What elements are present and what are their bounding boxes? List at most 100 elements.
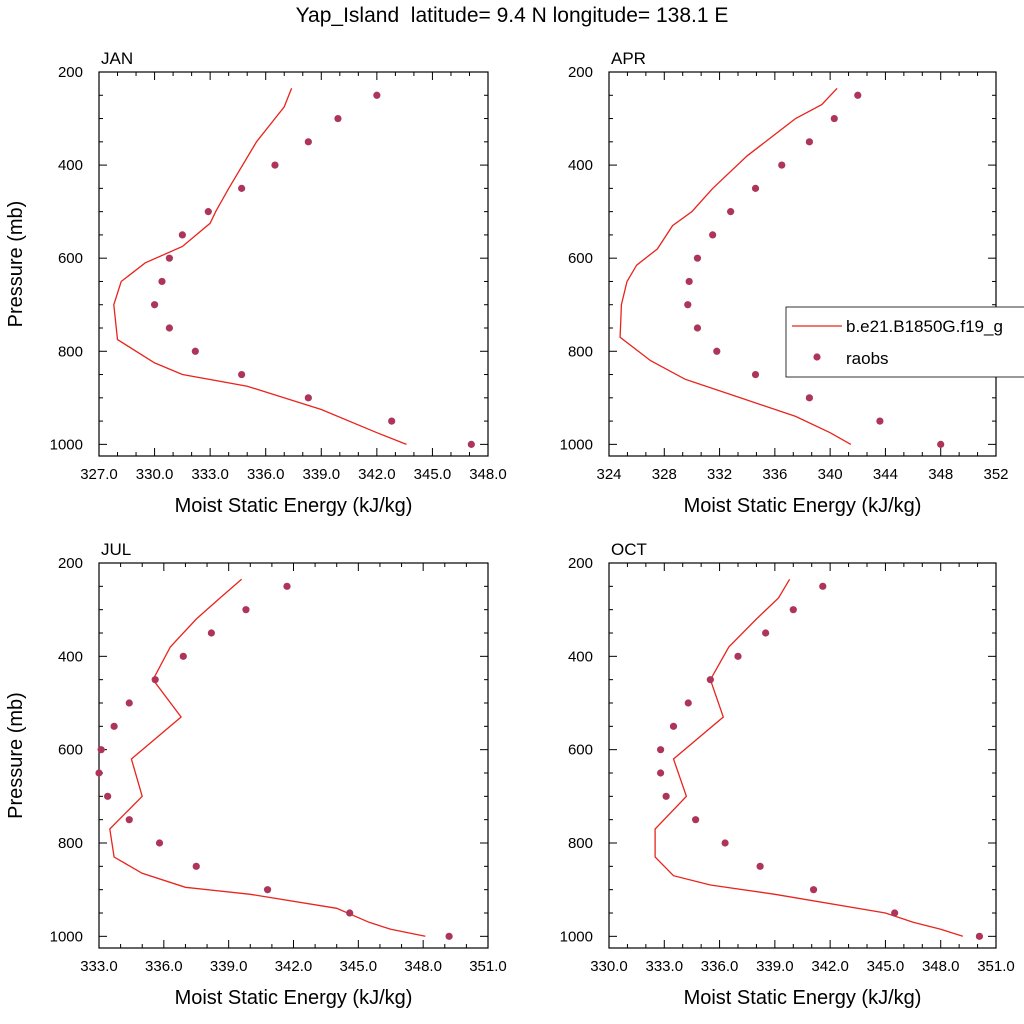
raobs-point xyxy=(709,231,717,239)
y-tick-label: 800 xyxy=(568,343,593,360)
y-tick-label: 400 xyxy=(568,648,593,665)
x-tick-label: 333.0 xyxy=(80,958,118,975)
raobs-point xyxy=(125,816,133,824)
raobs-point xyxy=(207,629,215,637)
panel-label: OCT xyxy=(611,540,647,559)
panel-jul: JUL 333.0 336.0 339.0 342.0 345.0 348.0 351.0 20… xyxy=(5,540,507,1009)
x-tick-label: 351.0 xyxy=(977,958,1015,975)
raobs-point xyxy=(346,909,354,917)
raobs-point xyxy=(238,370,246,379)
x-tick-label: 351.0 xyxy=(469,958,507,975)
raobs-point xyxy=(191,347,199,355)
x-tick-label: 336.0 xyxy=(701,958,739,975)
raobs-point xyxy=(830,114,838,123)
panel-oct: OCT 330.0 333.0 336.0 339.0 342.0 345.0 348.0 35… xyxy=(560,540,1015,1009)
x-tick-label: 333.0 xyxy=(191,466,229,483)
x-tick-label: 348.0 xyxy=(922,958,960,975)
x-axis-title: Moist Static Energy (kJ/kg) xyxy=(684,495,922,517)
y-axis-title: Pressure (mb) xyxy=(5,692,27,819)
x-tick-label: 330.0 xyxy=(590,958,628,975)
x-tick-label: 324 xyxy=(596,466,621,483)
raobs-point xyxy=(95,769,103,777)
raobs-point xyxy=(669,722,678,730)
legend-marker-key xyxy=(813,353,821,361)
raobs-point xyxy=(165,324,173,332)
raobs-point xyxy=(876,417,884,425)
raobs-point xyxy=(204,208,212,216)
panel-label: JAN xyxy=(101,49,133,68)
x-tick-label: 340 xyxy=(818,466,843,483)
x-tick-label: 342.0 xyxy=(358,466,396,483)
y-tick-label: 400 xyxy=(58,157,83,174)
y-tick-label: 1000 xyxy=(50,928,83,945)
raobs-point xyxy=(283,582,291,590)
raobs-point xyxy=(304,394,312,402)
model-series-line xyxy=(109,578,426,937)
y-tick-label: 200 xyxy=(568,555,593,572)
x-tick-label: 348.0 xyxy=(469,466,507,483)
x-tick-label: 336 xyxy=(762,466,787,483)
panel-apr: APR 324 328 332 336 340 344 348 352 200 400 600 800 1… xyxy=(560,49,1009,517)
plot-frame xyxy=(98,562,489,949)
raobs-point xyxy=(684,301,692,309)
x-tick-label: 348 xyxy=(928,466,953,483)
x-axis-title: Moist Static Energy (kJ/kg) xyxy=(684,987,922,1009)
raobs-point xyxy=(805,138,814,146)
x-tick-label: 352 xyxy=(983,466,1008,483)
raobs-point xyxy=(238,184,246,192)
x-tick-label: 348.0 xyxy=(404,958,442,975)
raobs-point xyxy=(151,676,159,684)
legend-box xyxy=(785,306,1024,378)
y-tick-label: 1000 xyxy=(560,436,593,453)
raobs-point xyxy=(734,652,742,660)
y-tick-label: 600 xyxy=(58,250,83,267)
raobs-point xyxy=(975,932,984,940)
raobs-point xyxy=(854,91,862,99)
raobs-point xyxy=(373,91,381,99)
raobs-point xyxy=(334,114,342,123)
raobs-point xyxy=(692,816,700,824)
raobs-point xyxy=(693,254,702,262)
y-tick-label: 400 xyxy=(568,157,593,174)
x-tick-label: 332 xyxy=(707,466,732,483)
raobs-point xyxy=(685,277,693,286)
model-series-line xyxy=(113,88,407,446)
raobs-point xyxy=(271,161,279,169)
raobs-point xyxy=(263,886,272,894)
y-tick-label: 800 xyxy=(58,835,83,852)
panel-label: JUL xyxy=(101,540,131,559)
x-tick-label: 342.0 xyxy=(275,958,313,975)
raobs-point xyxy=(751,184,760,192)
model-series-line xyxy=(619,87,852,445)
x-tick-label: 336.0 xyxy=(247,466,285,483)
raobs-point xyxy=(805,394,814,402)
y-tick-label: 200 xyxy=(568,64,593,81)
raobs-point xyxy=(756,862,764,870)
y-tick-label: 1000 xyxy=(560,928,593,945)
raobs-point xyxy=(809,886,818,894)
y-tick-label: 800 xyxy=(58,343,83,360)
y-tick-label: 600 xyxy=(58,742,83,759)
raobs-point xyxy=(937,440,945,448)
x-tick-label: 339.0 xyxy=(303,466,341,483)
panel-label: APR xyxy=(611,49,646,68)
y-tick-label: 1000 xyxy=(50,436,83,453)
raobs-point xyxy=(192,862,200,870)
raobs-point xyxy=(304,138,312,146)
raobs-point xyxy=(388,417,396,425)
x-tick-label: 345.0 xyxy=(867,958,905,975)
y-tick-label: 600 xyxy=(568,250,593,267)
plot-frame xyxy=(608,562,997,949)
raobs-point xyxy=(125,699,133,707)
raobs-point xyxy=(789,606,797,614)
raobs-point xyxy=(657,746,665,754)
raobs-point xyxy=(727,208,735,216)
raobs-point xyxy=(179,652,187,660)
x-tick-label: 330.0 xyxy=(136,466,174,483)
raobs-point xyxy=(178,231,186,239)
raobs-point xyxy=(110,722,118,730)
y-tick-label: 800 xyxy=(568,835,593,852)
legend-label: b.e21.B1850G.f19_g xyxy=(846,317,1003,336)
raobs-point xyxy=(891,909,899,917)
